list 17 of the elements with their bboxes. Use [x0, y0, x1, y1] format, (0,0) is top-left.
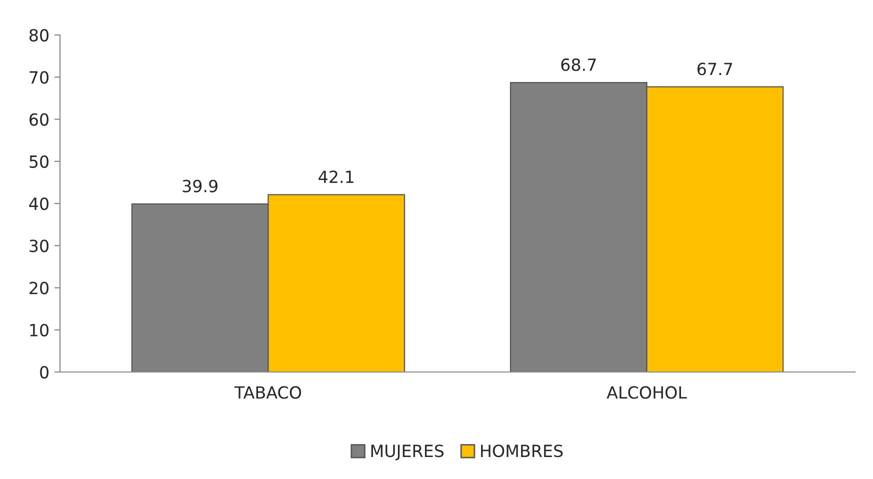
data-label: 39.9	[182, 180, 218, 192]
x-tick-label: ALCOHOL	[606, 386, 687, 399]
y-tick-label: 70	[30, 71, 48, 84]
y-tick-label: 20	[30, 282, 48, 294]
y-tick-label: 80	[30, 28, 48, 42]
legend-label: HOMBRES	[481, 444, 563, 458]
y-tick-label: 60	[30, 113, 48, 126]
data-label: 42.1	[318, 170, 354, 183]
data-label: 67.7	[698, 62, 732, 76]
y-tick-label: 0	[40, 366, 48, 379]
y-tick-label: 40	[29, 197, 48, 210]
data-label: 68.7	[561, 58, 596, 72]
x-tick-label: TABACO	[234, 386, 302, 399]
legend-label: MUJERES	[371, 444, 444, 460]
y-tick-label: 10	[30, 324, 48, 336]
y-tick-label: 30	[30, 240, 48, 252]
y-tick-label: 50	[30, 155, 48, 168]
